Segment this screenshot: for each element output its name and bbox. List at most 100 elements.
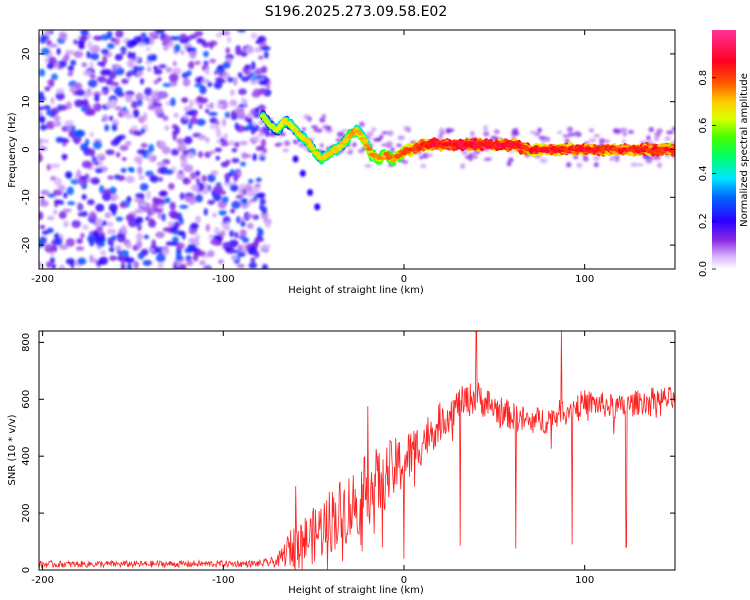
noise-blob xyxy=(234,141,240,148)
halo-blob xyxy=(539,157,548,164)
noise-blob xyxy=(232,76,238,86)
noise-blob xyxy=(150,90,161,100)
noise-blob xyxy=(45,40,52,45)
noise-blob xyxy=(172,67,182,76)
noise-blob xyxy=(135,232,143,242)
noise-blob xyxy=(111,234,117,242)
noise-blob xyxy=(39,138,45,144)
noise-blob xyxy=(99,250,107,256)
noise-blob xyxy=(148,217,154,225)
x-tick-label: -200 xyxy=(31,575,54,586)
halo-blob xyxy=(593,133,601,138)
noise-blob xyxy=(135,208,142,214)
halo-blob xyxy=(656,162,663,168)
noise-blob xyxy=(165,66,173,73)
noise-blob xyxy=(39,142,43,147)
noise-blob xyxy=(62,153,67,161)
noise-blob xyxy=(114,106,122,111)
halo-blob xyxy=(352,142,357,148)
halo-blob xyxy=(307,116,312,122)
noise-blob xyxy=(114,53,123,61)
noise-blob xyxy=(104,124,110,132)
ridge-cell xyxy=(331,149,338,154)
noise-blob xyxy=(46,216,55,221)
halo-blob xyxy=(483,125,488,132)
colorbar-tick-label: 0.8 xyxy=(698,70,709,86)
noise-blob xyxy=(153,208,164,213)
noise-blob xyxy=(50,163,61,169)
halo-blob xyxy=(557,130,563,134)
noise-blob xyxy=(259,244,268,253)
noise-blob xyxy=(240,161,246,167)
noise-blob xyxy=(174,125,180,135)
noise-blob xyxy=(81,62,88,68)
halo-blob xyxy=(386,141,393,146)
noise-blob xyxy=(120,46,127,53)
noise-blob xyxy=(39,211,44,221)
halo-blob xyxy=(612,128,620,133)
noise-blob xyxy=(148,247,154,253)
y-tick-label: 10 xyxy=(21,95,32,108)
halo-blob xyxy=(390,147,395,153)
noise-blob xyxy=(194,83,204,88)
noise-blob xyxy=(49,256,55,264)
noise-blob xyxy=(144,95,150,101)
noise-blob xyxy=(158,64,167,69)
noise-blob xyxy=(185,255,192,262)
chart-title: S196.2025.273.09.58.E02 xyxy=(265,4,448,20)
noise-blob xyxy=(196,250,206,257)
noise-blob xyxy=(256,227,262,233)
noise-blob xyxy=(70,59,77,66)
noise-blob xyxy=(120,225,127,234)
noise-blob xyxy=(94,161,99,166)
halo-blob xyxy=(671,126,675,131)
noise-blob xyxy=(138,175,145,180)
noise-blob xyxy=(121,78,129,85)
snr-y-axis: 0 200 400 600 800 xyxy=(21,333,675,573)
noise-blob xyxy=(66,124,72,133)
noise-blob xyxy=(249,198,255,203)
noise-blob xyxy=(108,203,118,213)
noise-blob xyxy=(179,39,189,44)
noise-blob xyxy=(58,184,66,192)
noise-blob xyxy=(151,239,157,249)
noise-blob xyxy=(223,133,228,140)
noise-blob xyxy=(229,229,234,238)
noise-blob xyxy=(112,64,120,71)
noise-blob xyxy=(230,110,237,118)
noise-blob xyxy=(239,140,248,146)
noise-blob xyxy=(108,71,117,80)
noise-blob xyxy=(44,243,54,248)
noise-blob xyxy=(77,202,83,210)
noise-blob xyxy=(125,71,132,78)
halo-blob xyxy=(648,126,654,133)
noise-blob xyxy=(188,122,193,130)
noise-blob xyxy=(39,262,43,268)
noise-blob xyxy=(140,78,145,85)
noise-blob xyxy=(224,111,231,119)
noise-blob xyxy=(57,60,67,68)
noise-blob xyxy=(90,45,101,54)
halo-blob xyxy=(381,131,389,135)
noise-blob xyxy=(253,239,259,248)
noise-blob xyxy=(140,32,147,39)
noise-blob xyxy=(128,167,135,173)
noise-blob xyxy=(110,99,118,108)
ridge-cell xyxy=(344,136,351,141)
noise-blob xyxy=(254,107,259,114)
noise-blob xyxy=(189,99,194,108)
noise-blob xyxy=(39,146,48,151)
noise-blob xyxy=(87,234,95,243)
noise-blob xyxy=(45,30,51,37)
noise-blob xyxy=(181,263,187,269)
noise-blob xyxy=(121,156,127,162)
halo-blob xyxy=(599,138,606,144)
ridge-cell xyxy=(305,139,312,144)
noise-blob xyxy=(58,211,67,220)
y-tick-label: 0 xyxy=(21,567,32,573)
noise-blob xyxy=(233,231,239,239)
noise-blob xyxy=(87,79,98,88)
noise-blob xyxy=(189,117,198,125)
ridge-cell xyxy=(314,151,321,157)
noise-blob xyxy=(161,247,170,256)
